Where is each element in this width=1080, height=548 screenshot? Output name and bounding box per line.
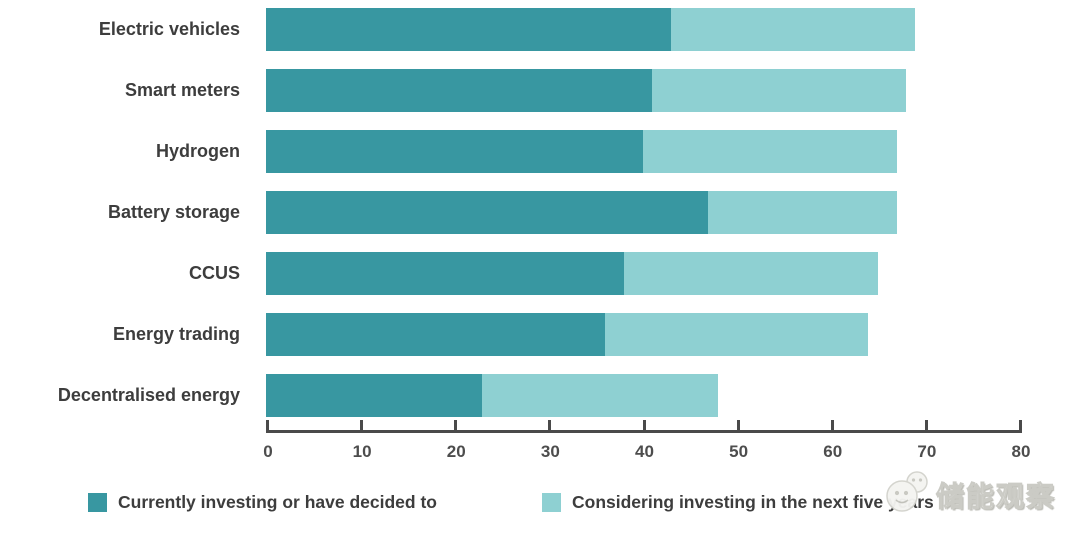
legend-label: Currently investing or have decided to bbox=[118, 492, 437, 512]
legend-label: Considering investing in the next five y… bbox=[572, 492, 934, 512]
axis-tick bbox=[642, 420, 646, 430]
legend-item: Considering investing in the next five y… bbox=[542, 492, 934, 513]
axis-tick bbox=[736, 420, 740, 430]
bar-segment bbox=[623, 252, 878, 295]
axis-tick-label: 10 bbox=[352, 442, 372, 461]
axis-tick bbox=[1019, 420, 1022, 430]
axis-tick-label: 70 bbox=[917, 442, 937, 461]
bar-row bbox=[266, 313, 869, 356]
bar-segment bbox=[266, 130, 643, 173]
bar-row bbox=[266, 8, 916, 51]
bar-segment bbox=[651, 69, 907, 112]
axis-tick-label: 40 bbox=[635, 442, 654, 461]
bar-segment bbox=[266, 191, 709, 234]
bar-segment bbox=[708, 191, 897, 234]
bar-segment bbox=[266, 313, 605, 356]
axis-tick bbox=[266, 420, 269, 430]
bar-segment bbox=[266, 8, 671, 51]
axis-tick-label: 30 bbox=[540, 442, 560, 461]
category-label: Electric vehicles bbox=[98, 19, 240, 39]
category-label: Hydrogen bbox=[155, 141, 240, 161]
axis-tick-label: 60 bbox=[823, 442, 843, 461]
category-label: Decentralised energy bbox=[57, 385, 240, 405]
axis-tick-label: 0 bbox=[263, 442, 273, 461]
bar-row bbox=[266, 191, 897, 234]
legend-swatch bbox=[88, 493, 107, 512]
bar-segment bbox=[266, 69, 652, 112]
bar-segment bbox=[604, 313, 869, 356]
legend-item: Currently investing or have decided to bbox=[88, 492, 437, 513]
category-label: Smart meters bbox=[124, 80, 240, 100]
axis-tick bbox=[830, 420, 834, 430]
axis-tick-label: 50 bbox=[729, 442, 749, 461]
chart-legend: Currently investing or have decided to Co… bbox=[0, 492, 1080, 516]
axis-tick bbox=[548, 420, 552, 430]
legend-swatch bbox=[542, 493, 561, 512]
category-label: Battery storage bbox=[107, 202, 240, 222]
bar-row bbox=[266, 130, 897, 173]
bar-segment bbox=[266, 252, 624, 295]
axis-tick bbox=[454, 420, 458, 430]
x-axis-line bbox=[266, 430, 1022, 433]
axis-tick bbox=[924, 420, 928, 430]
category-label: CCUS bbox=[188, 263, 240, 283]
bar-segment bbox=[266, 374, 483, 417]
bar-row bbox=[266, 252, 878, 295]
bar-segment bbox=[670, 8, 916, 51]
bar-row bbox=[266, 69, 907, 112]
axis-tick bbox=[360, 420, 364, 430]
category-label: Energy trading bbox=[112, 324, 240, 344]
bar-segment bbox=[482, 374, 718, 417]
bar-segment bbox=[642, 130, 897, 173]
axis-tick-label: 80 bbox=[1011, 442, 1031, 461]
bar-row bbox=[266, 374, 718, 417]
axis-tick-label: 20 bbox=[446, 442, 466, 461]
